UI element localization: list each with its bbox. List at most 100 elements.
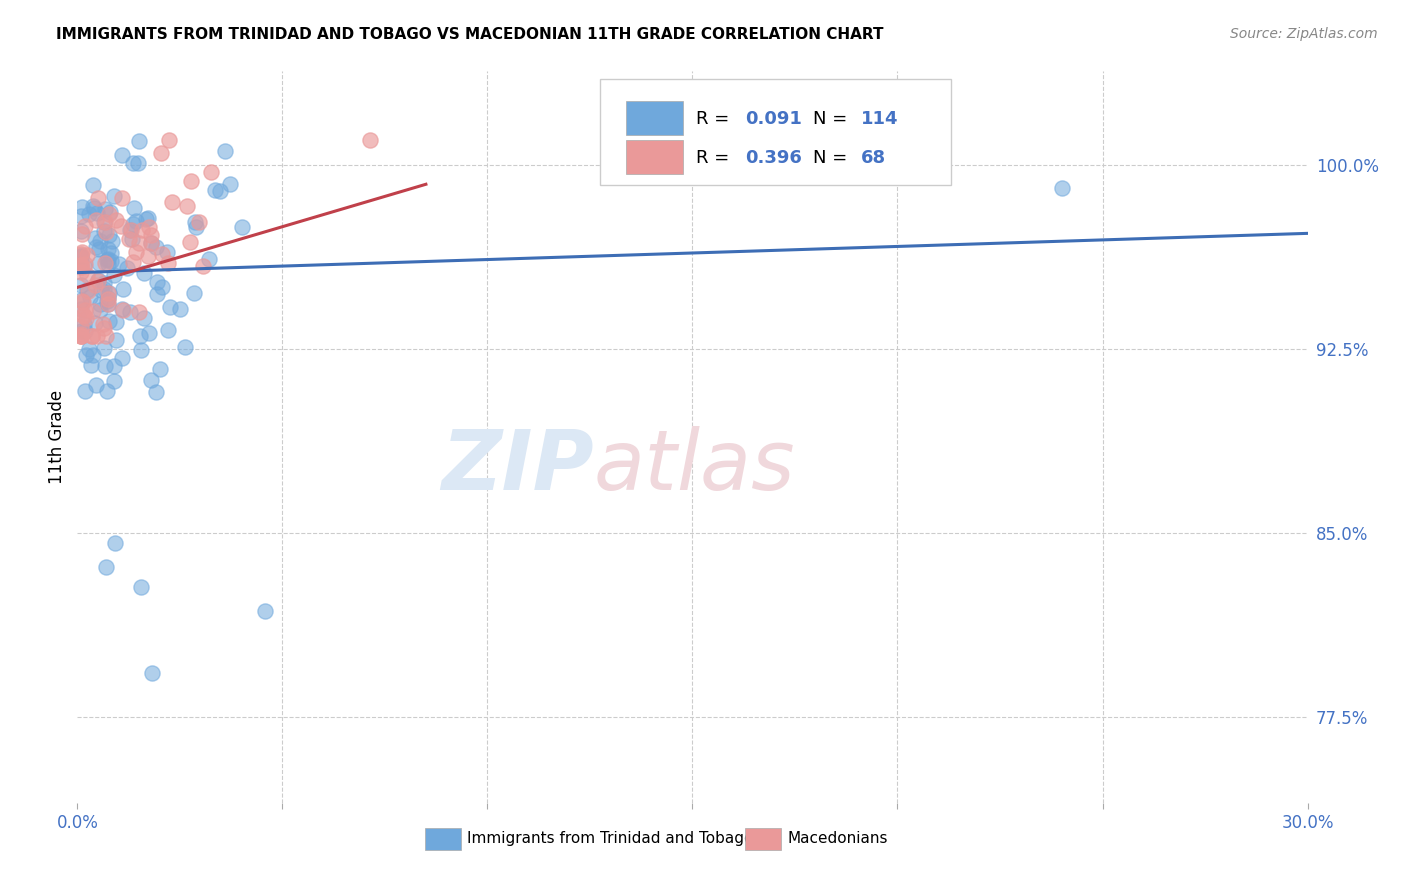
Point [120,223,142,237]
Point [138,250,160,264]
Point [139,228,162,243]
Point [75,348,97,362]
Point [86,206,108,220]
Point [73,259,96,273]
Point [84,316,107,330]
Point [98,205,121,219]
Point [110,148,132,162]
Point [100,246,122,260]
Point [100,234,122,248]
FancyBboxPatch shape [426,829,461,849]
Point [93,359,115,373]
Point [180,174,202,188]
Point [118,305,141,319]
FancyBboxPatch shape [600,78,950,185]
Point [72,308,94,322]
Point [138,326,160,340]
Point [77,207,100,221]
Point [70,301,93,316]
Point [179,235,201,249]
Point [97,286,120,301]
Point [79,290,101,304]
Point [97,228,120,243]
Point [128,305,150,319]
Point [84,231,107,245]
Point [115,261,138,276]
Point [149,361,172,376]
Point [89,235,111,249]
Point [93,282,115,296]
Point [157,256,180,270]
FancyBboxPatch shape [626,140,683,174]
Point [97,296,120,310]
Point [173,340,195,354]
Point [97,257,120,271]
Point [73,317,96,331]
Point [70,293,93,308]
Point [184,215,207,229]
Point [131,223,153,237]
Point [103,268,125,282]
Point [96,384,118,398]
Point [70,326,93,341]
Point [156,323,179,337]
Point [73,324,96,338]
Point [76,283,98,297]
Y-axis label: 11th Grade: 11th Grade [48,390,66,484]
Point [80,329,103,343]
Point [128,134,150,148]
Point [93,317,115,331]
Point [150,280,173,294]
Point [70,260,93,274]
Point [125,244,148,259]
Point [93,320,115,334]
Point [70,249,93,263]
Point [187,215,209,229]
Point [97,252,120,267]
Point [75,384,97,398]
Point [118,232,141,246]
Point [94,560,117,574]
Point [191,259,214,273]
Point [131,343,153,357]
Point [97,242,120,256]
Point [97,292,120,306]
Point [184,219,207,234]
Point [96,293,118,308]
Point [70,329,93,343]
Point [70,224,93,238]
Point [94,202,117,216]
Point [97,291,120,305]
Point [145,240,167,254]
Point [70,258,93,272]
Point [103,374,125,388]
Point [97,296,120,310]
Point [77,342,100,356]
Point [112,302,135,317]
Point [149,146,172,161]
Point [127,155,149,169]
Point [93,256,115,270]
Point [93,277,115,291]
Point [111,302,134,317]
Point [160,194,183,209]
Point [125,214,148,228]
Point [108,257,131,271]
Point [87,256,110,270]
Text: Macedonians: Macedonians [787,831,887,847]
Point [70,246,93,260]
Point [122,156,145,170]
Point [209,184,232,198]
Point [157,133,180,147]
Point [76,248,98,262]
Point [82,178,104,193]
Point [204,183,226,197]
Point [128,329,150,343]
Point [70,244,93,259]
Point [121,231,143,245]
Point [73,310,96,324]
Point [98,207,121,221]
Point [82,348,104,362]
Point [86,274,108,288]
Point [77,284,100,298]
